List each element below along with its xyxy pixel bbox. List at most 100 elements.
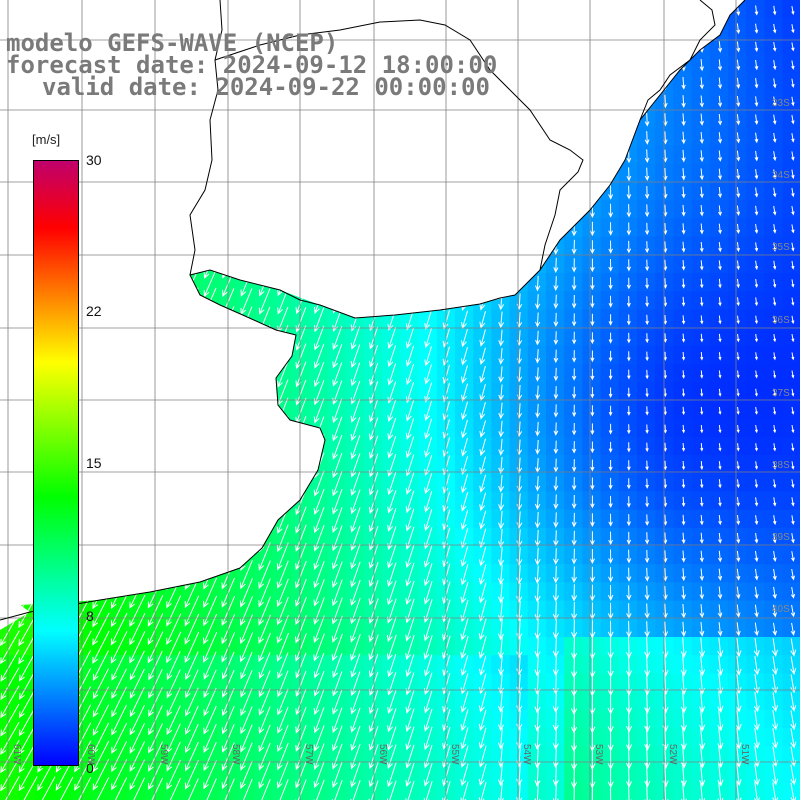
wind-arrow: [130, 141, 145, 171]
wind-speed-cell: [655, 655, 674, 674]
wind-speed-cell: [473, 218, 492, 238]
wind-speed-cell: [382, 473, 401, 492]
wind-speed-cell: [655, 218, 674, 238]
wind-arrow: [92, 503, 110, 537]
wind-speed-cell: [327, 491, 347, 511]
wind-arrow: [276, 470, 289, 498]
wind-arrow: [644, 149, 650, 163]
wind-arrow: [93, 268, 109, 299]
wind-arrow: [718, 532, 722, 544]
wind-speed-cell: [291, 364, 310, 383]
wind-speed-cell: [491, 691, 511, 711]
wind-speed-cell: [673, 618, 693, 638]
wind-arrow: [479, 438, 486, 457]
wind-arrow: [681, 351, 686, 361]
wind-arrow: [553, 422, 559, 436]
wind-speed-cell: [746, 509, 765, 529]
wind-speed-cell: [564, 291, 583, 310]
wind-speed-cell: [309, 637, 329, 656]
wind-speed-cell: [455, 527, 474, 547]
wind-arrow: [534, 529, 541, 547]
wind-arrow: [534, 511, 541, 529]
wind-speed-cell: [418, 673, 438, 693]
wind-speed-cell: [345, 509, 365, 529]
wind-speed-cell: [582, 400, 602, 420]
wind-arrow: [332, 689, 343, 715]
wind-arrow: [111, 722, 128, 754]
wind-speed-cell: [309, 709, 329, 729]
wind-speed-cell: [364, 418, 383, 438]
wind-speed-cell: [400, 564, 420, 583]
wind-speed-cell: [309, 0, 329, 19]
wind-arrow: [203, 523, 217, 554]
wind-arrow: [754, 23, 759, 34]
wind-speed-cell: [746, 455, 765, 474]
wind-arrow: [332, 653, 343, 679]
wind-arrow: [405, 762, 415, 787]
wind-speed-cell: [746, 0, 765, 19]
wind-speed-cell: [546, 91, 565, 110]
wind-arrow: [681, 4, 686, 17]
wind-speed-cell: [254, 564, 274, 583]
wind-speed-cell: [764, 400, 784, 420]
wind-speed-cell: [637, 709, 656, 729]
wind-arrow: [350, 126, 361, 150]
wind-speed-cell: [691, 145, 711, 165]
wind-speed-cell: [637, 728, 656, 747]
wind-speed-cell: [382, 345, 401, 365]
wind-arrow: [608, 369, 613, 380]
wind-speed-cell: [546, 582, 565, 602]
wind-speed-cell: [273, 236, 292, 256]
wind-arrow: [772, 114, 777, 125]
wind-arrow: [185, 287, 199, 316]
wind-arrow: [717, 113, 723, 126]
wind-speed-cell: [200, 109, 219, 128]
wind-arrow: [534, 690, 541, 714]
wind-speed-cell: [673, 145, 693, 165]
wind-speed-cell: [200, 0, 219, 19]
wind-arrow: [111, 286, 127, 317]
wind-speed-cell: [91, 236, 110, 256]
wind-arrow: [148, 777, 164, 800]
wind-arrow: [717, 41, 723, 53]
wind-speed-cell: [382, 655, 401, 674]
wind-speed-cell: [637, 145, 656, 165]
wind-arrow: [681, 621, 687, 637]
wind-arrow: [771, 674, 779, 694]
wind-arrow: [111, 359, 127, 390]
wind-arrow: [203, 505, 217, 535]
wind-arrow: [240, 523, 253, 553]
wind-arrow: [111, 486, 128, 518]
wind-arrow: [424, 491, 433, 513]
wind-arrow: [498, 219, 505, 239]
wind-arrow: [111, 522, 128, 555]
wind-speed-cell: [655, 564, 674, 583]
wind-arrow: [736, 515, 741, 526]
wind-arrow: [516, 565, 523, 585]
wind-speed-cell: [163, 491, 183, 511]
wind-arrow: [258, 742, 271, 771]
wind-speed-cell: [200, 546, 219, 565]
wind-speed-cell: [382, 163, 401, 183]
wind-speed-cell: [364, 254, 383, 274]
wind-arrow: [681, 40, 686, 54]
wind-arrow: [423, 781, 433, 800]
wind-arrow: [534, 257, 541, 274]
wind-arrow: [736, 41, 741, 53]
wind-arrow: [644, 726, 651, 751]
wind-speed-cell: [309, 109, 329, 128]
wind-arrow: [240, 688, 253, 716]
wind-speed-cell: [527, 382, 547, 401]
wind-speed-cell: [582, 72, 602, 92]
wind-speed-cell: [0, 327, 19, 347]
wind-speed-cell: [691, 254, 711, 274]
wind-speed-cell: [746, 91, 765, 110]
wind-arrow: [148, 268, 163, 298]
wind-arrow: [590, 350, 595, 363]
wind-arrow: [258, 670, 271, 698]
wind-arrow: [185, 378, 199, 408]
wind-speed-cell: [418, 382, 438, 401]
wind-speed-cell: [182, 509, 201, 529]
wind-arrow: [479, 164, 487, 184]
wind-arrow: [790, 551, 795, 562]
